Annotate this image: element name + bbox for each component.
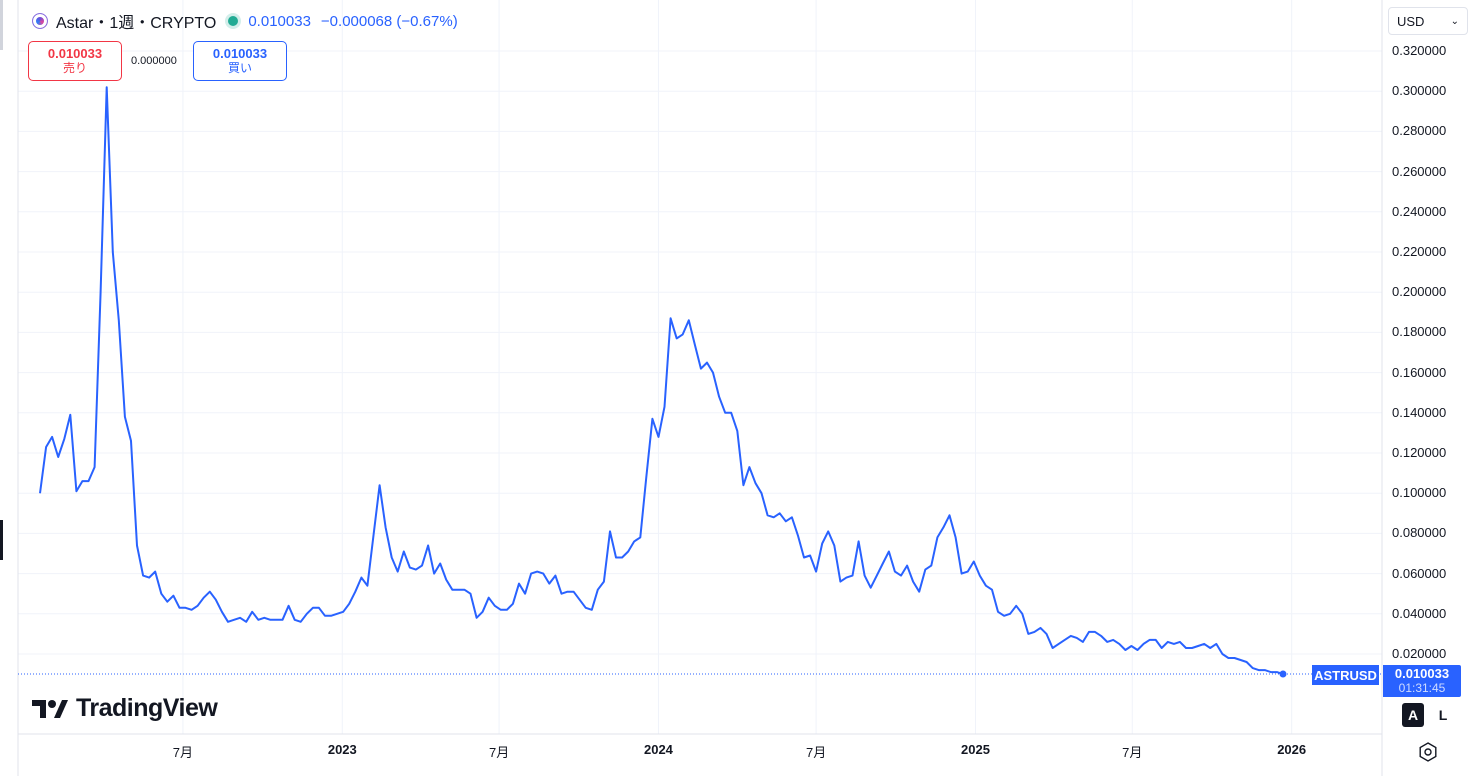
spread-value: 0.000000 [131,55,177,67]
y-tick-label: 0.020000 [1392,646,1447,661]
auto-scale-button[interactable]: A [1402,703,1424,727]
last-price-tag-value: 0.010033 [1394,666,1450,681]
chevron-down-icon: ⌄ [1450,15,1459,27]
tradingview-logo-icon [32,699,68,718]
series-line-astrusd [39,86,1284,675]
y-tick-label: 0.200000 [1392,284,1447,300]
x-tick-label: 2026 [1277,742,1307,757]
symbol-tag: ASTRUSD [1312,665,1379,685]
y-tick-label: 0.180000 [1392,324,1447,340]
y-tick-label: 0.080000 [1392,525,1447,541]
x-tick-label: 2023 [327,742,357,757]
x-tick-label: 7月 [172,745,194,760]
currency-selector[interactable]: USD ⌄ [1388,7,1468,35]
legend-header: Astar・1週・CRYPTO 0.010033 −0.000068 (−0.6… [32,9,458,33]
astar-logo-icon [32,13,48,29]
y-tick-label: 0.100000 [1392,485,1447,501]
y-tick-label: 0.140000 [1392,404,1447,420]
y-tick-label: 0.060000 [1392,565,1447,581]
sell-label: 売り [62,61,87,75]
buy-price: 0.010033 [212,46,268,61]
tradingview-brand[interactable]: TradingView [32,694,218,723]
log-scale-button[interactable]: L [1438,707,1448,723]
legend-last-price: 0.010033 [248,12,311,30]
buy-button[interactable]: 0.010033 買い [193,41,287,81]
y-tick-label: 0.160000 [1392,364,1447,380]
y-tick-label: 0.260000 [1392,163,1447,179]
x-tick-label: 2025 [961,742,990,757]
y-tick-label: 0.120000 [1392,445,1447,460]
grid [18,0,1382,734]
x-tick-label: 2024 [643,742,673,757]
y-tick-label: 0.040000 [1392,605,1447,621]
bar-countdown: 01:31:45 [1398,681,1446,695]
buy-label: 買い [227,61,252,75]
brand-name: TradingView [76,694,218,722]
y-tick-label: 0.220000 [1392,244,1447,259]
settings-gear-icon[interactable] [1418,742,1438,762]
y-tick-label: 0.240000 [1392,203,1447,219]
y-tick-label: 0.280000 [1392,123,1447,139]
x-tick-label: 7月 [805,745,827,760]
legend-change: −0.000068 (−0.67%) [320,12,458,30]
currency-value: USD [1397,13,1425,29]
last-price-tag: 0.010033 01:31:45 [1383,665,1461,697]
market-open-dot-icon [228,16,239,26]
symbol-title[interactable]: Astar・1週・CRYPTO [56,15,217,32]
last-point-marker [1279,670,1287,678]
x-tick-label: 7月 [488,745,510,760]
sell-button[interactable]: 0.010033 売り [28,41,122,81]
y-tick-label: 0.300000 [1392,83,1447,99]
y-tick-label: 0.320000 [1392,43,1447,58]
toolbar-edge [0,0,3,50]
toolbar-edge-active [0,520,3,560]
x-tick-label: 7月 [1122,745,1143,760]
sell-price: 0.010033 [47,46,103,61]
